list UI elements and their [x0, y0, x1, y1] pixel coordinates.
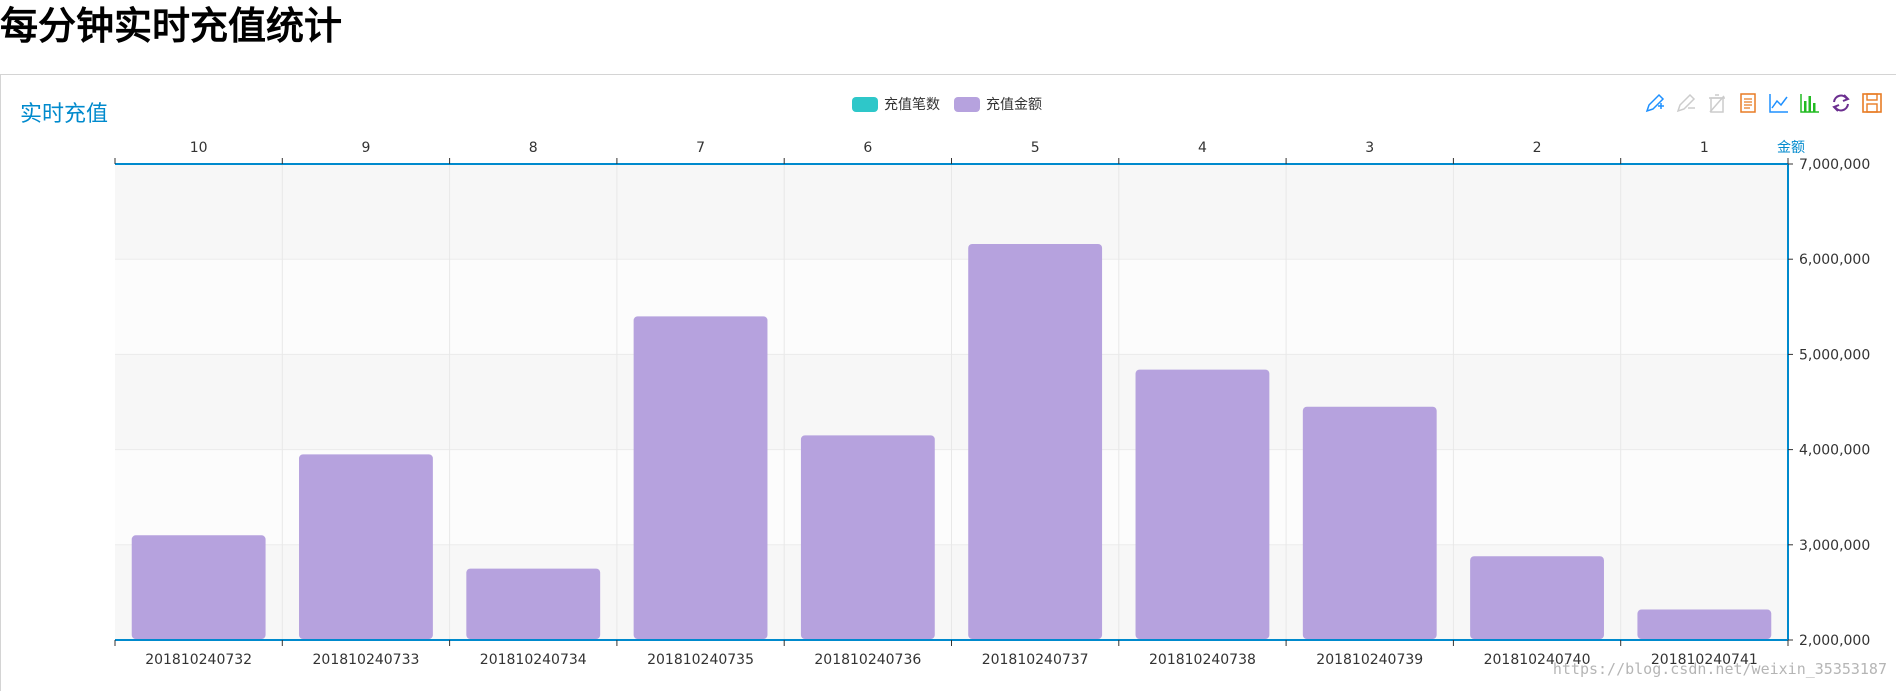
x-tick-label: 201810240741	[1651, 652, 1758, 668]
x-tick-label: 201810240737	[982, 652, 1089, 668]
legend-swatch-count	[852, 96, 878, 112]
line-chart-icon[interactable]	[1768, 92, 1790, 114]
top-tick-label: 3	[1365, 140, 1374, 156]
bar	[968, 243, 1103, 639]
top-tick-label: 9	[361, 140, 370, 156]
bar	[1302, 406, 1437, 639]
top-tick-label: 2	[1533, 140, 1542, 156]
bar	[1637, 609, 1772, 639]
legend-label-count: 充值笔数	[884, 97, 940, 113]
bar	[299, 454, 433, 639]
top-tick-label: 6	[863, 140, 872, 156]
chart-title: 实时充值	[20, 102, 109, 127]
x-tick-label: 201810240736	[814, 652, 921, 668]
y-tick-label: 5,000,000	[1799, 347, 1870, 363]
restore-icon[interactable]	[1830, 92, 1852, 114]
top-tick-label: 4	[1198, 140, 1207, 156]
legend: 充值笔数 充值金额	[852, 94, 1042, 114]
y-tick-label: 4,000,000	[1799, 443, 1870, 459]
bar	[466, 568, 601, 639]
toolbox	[1644, 92, 1883, 114]
mark-icon[interactable]	[1644, 92, 1666, 114]
bar	[1470, 556, 1604, 639]
legend-swatch-amount	[954, 96, 980, 112]
y-tick-label: 7,000,000	[1799, 157, 1870, 173]
x-tick-label: 201810240740	[1484, 652, 1591, 668]
top-tick-label: 8	[529, 140, 538, 156]
legend-item-amount[interactable]: 充值金额	[954, 94, 1042, 114]
data-view-icon[interactable]	[1737, 92, 1759, 114]
bar	[633, 316, 768, 639]
y-tick-label: 2,000,000	[1799, 633, 1870, 649]
bar	[800, 435, 935, 639]
x-tick-label: 201810240732	[145, 652, 252, 668]
top-tick-label: 10	[190, 140, 208, 156]
x-tick-label: 201810240738	[1149, 652, 1256, 668]
top-tick-label: 7	[696, 140, 705, 156]
mark-clear-icon[interactable]	[1706, 92, 1728, 114]
y-tick-label: 3,000,000	[1799, 538, 1870, 554]
x-tick-label: 201810240733	[313, 652, 420, 668]
mark-undo-icon[interactable]	[1675, 92, 1697, 114]
page-title: 每分钟实时充值统计	[0, 4, 343, 48]
top-tick-label: 1	[1700, 140, 1709, 156]
legend-item-count[interactable]: 充值笔数	[852, 94, 940, 114]
legend-label-amount: 充值金额	[986, 97, 1042, 113]
top-tick-label: 5	[1031, 140, 1040, 156]
watermark: https://blog.csdn.net/weixin_35353187	[1552, 660, 1887, 678]
x-tick-label: 201810240734	[480, 652, 587, 668]
bar	[1135, 369, 1270, 639]
bar-chart-icon[interactable]	[1799, 92, 1821, 114]
save-image-icon[interactable]	[1861, 92, 1883, 114]
y-tick-label: 6,000,000	[1799, 252, 1870, 268]
y-axis-title: 金额	[1777, 140, 1805, 156]
x-tick-label: 201810240735	[647, 652, 754, 668]
chart-panel	[0, 74, 1896, 691]
bar	[131, 535, 266, 639]
x-tick-label: 201810240739	[1316, 652, 1423, 668]
